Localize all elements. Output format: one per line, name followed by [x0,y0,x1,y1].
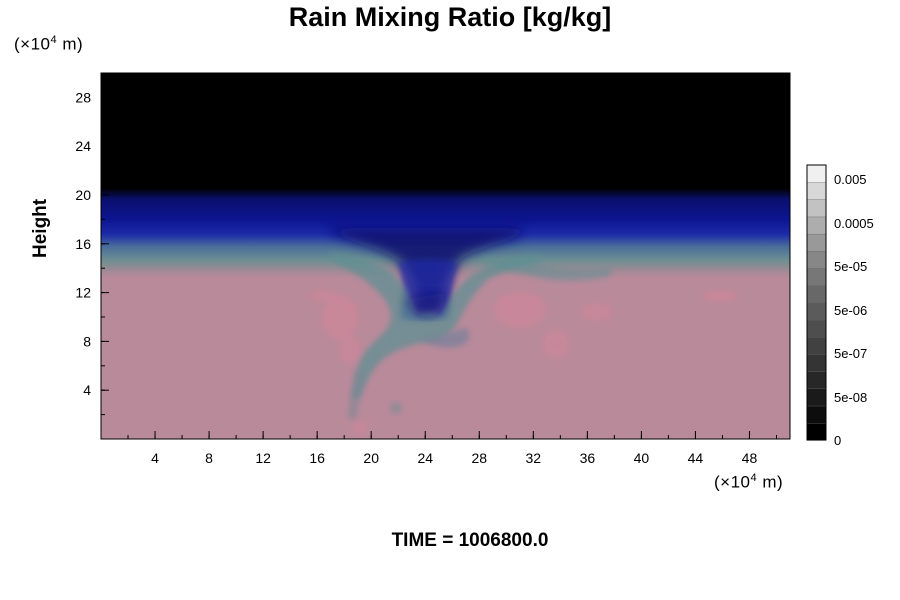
x-tick-label: 8 [205,450,213,466]
x-tick-label: 24 [417,450,433,466]
colorbar-swatch [806,216,827,235]
y-tick-label: 8 [83,333,91,349]
y-tick-label: 4 [83,382,91,398]
x-tick-label: 32 [526,450,542,466]
colorbar-swatch [806,302,827,321]
time-label: TIME = 1006800.0 [391,530,549,551]
x-unit-label: (×104 m) [714,472,784,492]
y-axis: 4 8 12 16 20 24 28 [75,89,109,416]
plot-area [101,73,790,439]
colorbar-label: 0.0005 [834,216,874,231]
colorbar-swatch [806,422,827,441]
colorbar-label: 0.005 [834,172,867,187]
x-tick-label: 12 [255,450,271,466]
plot-frame [100,72,791,440]
x-tick-label: 40 [634,450,650,466]
x-tick-label: 36 [580,450,596,466]
colorbar-swatch [806,353,827,372]
colorbar-swatch [806,371,827,390]
colorbar-label: 5e-06 [834,303,867,318]
colorbar-label: 5e-05 [834,259,867,274]
y-tick-label: 16 [75,236,91,252]
colorbar-frame [806,164,827,441]
y-tick-label: 28 [75,89,91,105]
colorbar-swatch [806,319,827,338]
colorbar-swatch [806,388,827,407]
colorbar-label: 0 [834,433,841,448]
colorbar-label: 5e-08 [834,390,867,405]
colorbar-swatch [806,233,827,252]
x-tick-label: 28 [471,450,487,466]
x-tick-label: 48 [742,450,758,466]
y-unit-label: (×104 m) [14,34,84,54]
x-tick-label: 44 [688,450,704,466]
pink-patches [310,290,736,436]
colorbar-swatch [806,164,827,183]
x-tick-label: 16 [309,450,325,466]
colorbar-swatch [806,336,827,355]
colorbar-swatch [806,267,827,286]
colorbar-swatch [806,199,827,218]
x-axis: 4 8 12 16 20 24 28 32 36 40 44 48 [127,431,777,466]
x-tick-label: 20 [363,450,379,466]
y-tick-label: 24 [75,138,91,154]
colorbar-swatch [806,405,827,424]
chart-title: Rain Mixing Ratio [kg/kg] [288,2,612,32]
colorbar-swatch [806,250,827,269]
y-tick-label: 20 [75,187,91,203]
colorbar-label: 5e-07 [834,346,867,361]
colorbar-swatch [806,181,827,200]
colorbar-swatch [806,285,827,304]
colorbar: 0.005 0.0005 5e-05 5e-06 5e-07 5e-08 0 [806,164,874,448]
convective-plume [330,228,612,420]
x-tick-label: 4 [151,450,159,466]
y-tick-label: 12 [75,285,91,301]
